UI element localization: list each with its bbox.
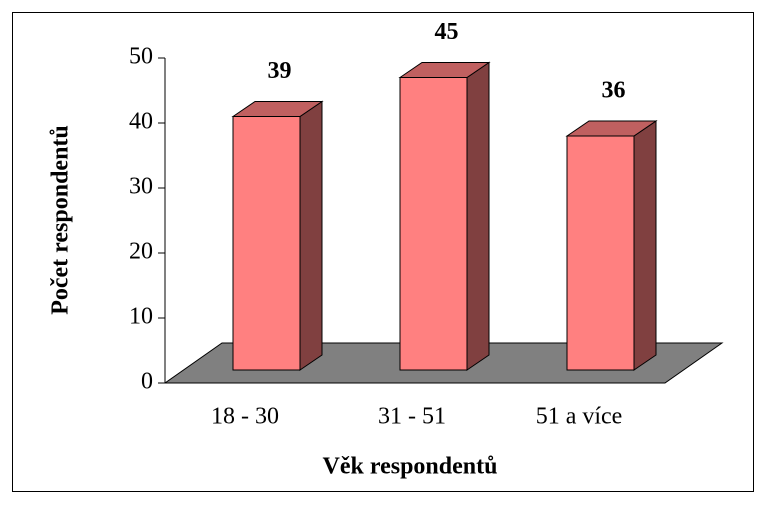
y-tick-label: 30 [129,174,153,200]
bar-side [633,120,657,371]
y-tick-label: 50 [129,44,153,70]
y-axis-title: Počet respondentů [48,125,74,315]
bar [566,135,635,371]
x-tick-label: 31 - 51 [378,404,446,430]
x-tick-label: 51 a více [536,404,623,430]
value-label: 36 [602,78,626,104]
x-tick-label: 18 - 30 [211,404,279,430]
bar [399,77,468,371]
bar-side [466,61,490,371]
y-tick-label: 10 [129,304,153,330]
value-label: 39 [268,58,292,84]
bar [232,116,301,371]
y-tick-label: 0 [141,369,153,395]
y-tick-label: 20 [129,239,153,265]
value-label: 45 [435,19,459,45]
x-axis-title: Věk respondentů [323,454,498,480]
y-tick-label: 40 [129,109,153,135]
bar-side [299,100,323,371]
